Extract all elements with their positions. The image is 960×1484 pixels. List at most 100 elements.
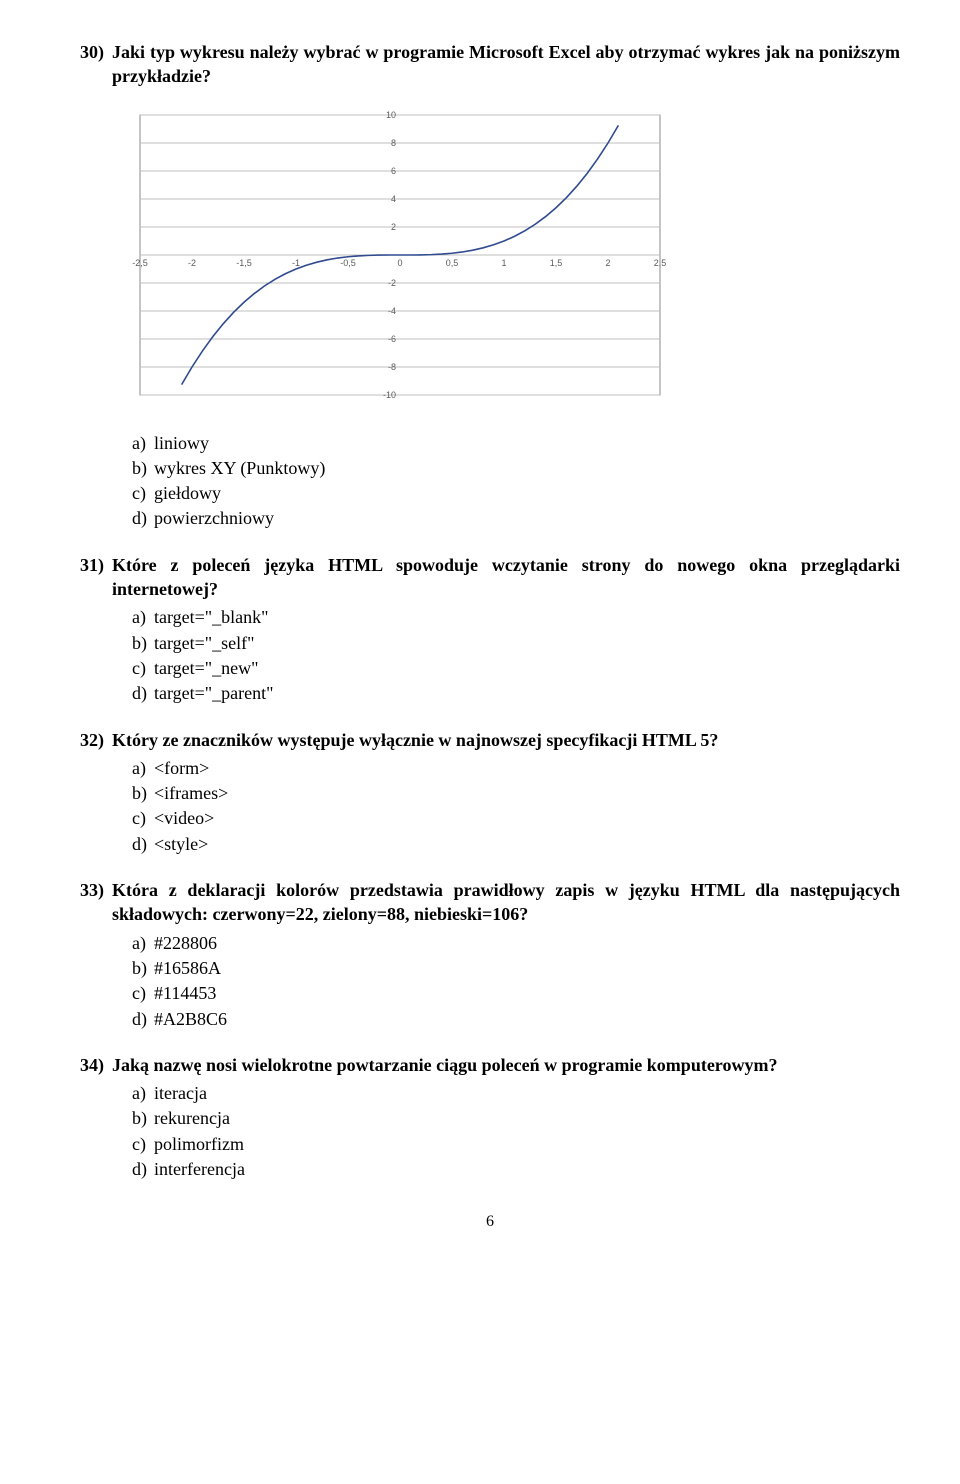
- answer-item: b)wykres XY (Punktowy): [132, 456, 900, 480]
- question-text: 31)Które z poleceń języka HTML spowoduje…: [80, 553, 900, 602]
- answer-letter: b): [132, 456, 154, 480]
- answer-text: rekurencja: [154, 1108, 230, 1128]
- answer-item: b)target="_self": [132, 631, 900, 655]
- answer-text: wykres XY (Punktowy): [154, 458, 325, 478]
- answer-letter: b): [132, 631, 154, 655]
- question-number: 34): [80, 1053, 112, 1077]
- answer-text: <video>: [154, 808, 214, 828]
- question-34: 34)Jaką nazwę nosi wielokrotne powtarzan…: [80, 1053, 900, 1181]
- answer-text: target="_parent": [154, 683, 273, 703]
- answer-letter: d): [132, 1007, 154, 1031]
- answer-item: d)target="_parent": [132, 681, 900, 705]
- question-text: 34)Jaką nazwę nosi wielokrotne powtarzan…: [80, 1053, 900, 1077]
- answer-text: #16586A: [154, 958, 221, 978]
- answer-letter: b): [132, 781, 154, 805]
- question-number: 30): [80, 40, 112, 64]
- answer-item: c)target="_new": [132, 656, 900, 680]
- answer-letter: a): [132, 605, 154, 629]
- question-text: 30)Jaki typ wykresu należy wybrać w prog…: [80, 40, 900, 89]
- answer-item: b)<iframes>: [132, 781, 900, 805]
- answer-item: c)<video>: [132, 806, 900, 830]
- answer-item: d)powierzchniowy: [132, 506, 900, 530]
- answer-text: #114453: [154, 983, 216, 1003]
- question-body: Który ze znaczników występuje wyłącznie …: [112, 730, 718, 750]
- chart-svg: -10-8-6-4-2246810-2,5-2-1,5-1-0,500,511,…: [120, 105, 680, 415]
- answer-item: d)interferencja: [132, 1157, 900, 1181]
- svg-text:2: 2: [605, 258, 610, 268]
- answers-list: a)<form> b)<iframes> c)<video> d)<style>: [132, 756, 900, 856]
- answers-list: a)iteracja b)rekurencja c)polimorfizm d)…: [132, 1081, 900, 1181]
- svg-text:-10: -10: [383, 390, 396, 400]
- question-body: Które z poleceń języka HTML spowoduje wc…: [112, 555, 900, 599]
- answers-list: a)liniowy b)wykres XY (Punktowy) c)giełd…: [132, 431, 900, 531]
- answer-letter: a): [132, 1081, 154, 1105]
- question-number: 33): [80, 878, 112, 902]
- answer-text: interferencja: [154, 1159, 245, 1179]
- svg-text:1: 1: [501, 258, 506, 268]
- page-number: 6: [80, 1211, 900, 1233]
- svg-text:-2: -2: [188, 258, 196, 268]
- answer-item: d)#A2B8C6: [132, 1007, 900, 1031]
- answer-letter: c): [132, 481, 154, 505]
- svg-text:0: 0: [397, 258, 402, 268]
- question-31: 31)Które z poleceń języka HTML spowoduje…: [80, 553, 900, 706]
- answer-letter: d): [132, 832, 154, 856]
- svg-text:0,5: 0,5: [446, 258, 459, 268]
- answer-text: #228806: [154, 933, 217, 953]
- question-body: Która z deklaracji kolorów przedstawia p…: [112, 880, 900, 924]
- answer-text: <iframes>: [154, 783, 228, 803]
- answer-item: a)<form>: [132, 756, 900, 780]
- answer-item: b)#16586A: [132, 956, 900, 980]
- answers-list: a)#228806 b)#16586A c)#114453 d)#A2B8C6: [132, 931, 900, 1031]
- svg-text:6: 6: [391, 166, 396, 176]
- answer-item: c)polimorfizm: [132, 1132, 900, 1156]
- question-text: 33)Która z deklaracji kolorów przedstawi…: [80, 878, 900, 927]
- answer-letter: c): [132, 981, 154, 1005]
- svg-text:10: 10: [386, 110, 396, 120]
- answer-text: #A2B8C6: [154, 1009, 227, 1029]
- answer-text: <style>: [154, 834, 208, 854]
- answer-text: iteracja: [154, 1083, 207, 1103]
- question-number: 31): [80, 553, 112, 577]
- answer-item: a)iteracja: [132, 1081, 900, 1105]
- answer-letter: d): [132, 506, 154, 530]
- answer-letter: c): [132, 806, 154, 830]
- svg-text:8: 8: [391, 138, 396, 148]
- answer-text: polimorfizm: [154, 1134, 244, 1154]
- answer-item: c)#114453: [132, 981, 900, 1005]
- svg-text:-2: -2: [388, 278, 396, 288]
- svg-text:4: 4: [391, 194, 396, 204]
- answer-text: <form>: [154, 758, 209, 778]
- svg-text:-1,5: -1,5: [236, 258, 252, 268]
- answer-text: target="_blank": [154, 607, 269, 627]
- answer-letter: c): [132, 656, 154, 680]
- answer-item: d)<style>: [132, 832, 900, 856]
- answer-item: a)liniowy: [132, 431, 900, 455]
- svg-text:2: 2: [391, 222, 396, 232]
- answer-letter: a): [132, 931, 154, 955]
- svg-text:-0,5: -0,5: [340, 258, 356, 268]
- svg-text:-1: -1: [292, 258, 300, 268]
- svg-text:-8: -8: [388, 362, 396, 372]
- question-number: 32): [80, 728, 112, 752]
- answers-list: a)target="_blank" b)target="_self" c)tar…: [132, 605, 900, 705]
- answer-letter: c): [132, 1132, 154, 1156]
- answer-item: b)rekurencja: [132, 1106, 900, 1130]
- answer-text: giełdowy: [154, 483, 221, 503]
- svg-text:-4: -4: [388, 306, 396, 316]
- answer-letter: d): [132, 1157, 154, 1181]
- answer-text: liniowy: [154, 433, 209, 453]
- answer-text: target="_new": [154, 658, 258, 678]
- svg-text:1,5: 1,5: [550, 258, 563, 268]
- example-chart: -10-8-6-4-2246810-2,5-2-1,5-1-0,500,511,…: [120, 105, 680, 415]
- svg-text:2,5: 2,5: [654, 258, 667, 268]
- question-30: 30)Jaki typ wykresu należy wybrać w prog…: [80, 40, 900, 531]
- question-body: Jaką nazwę nosi wielokrotne powtarzanie …: [112, 1055, 777, 1075]
- answer-letter: d): [132, 681, 154, 705]
- question-33: 33)Która z deklaracji kolorów przedstawi…: [80, 878, 900, 1031]
- question-body: Jaki typ wykresu należy wybrać w program…: [112, 42, 900, 86]
- answer-letter: a): [132, 431, 154, 455]
- answer-letter: b): [132, 1106, 154, 1130]
- answer-letter: a): [132, 756, 154, 780]
- answer-letter: b): [132, 956, 154, 980]
